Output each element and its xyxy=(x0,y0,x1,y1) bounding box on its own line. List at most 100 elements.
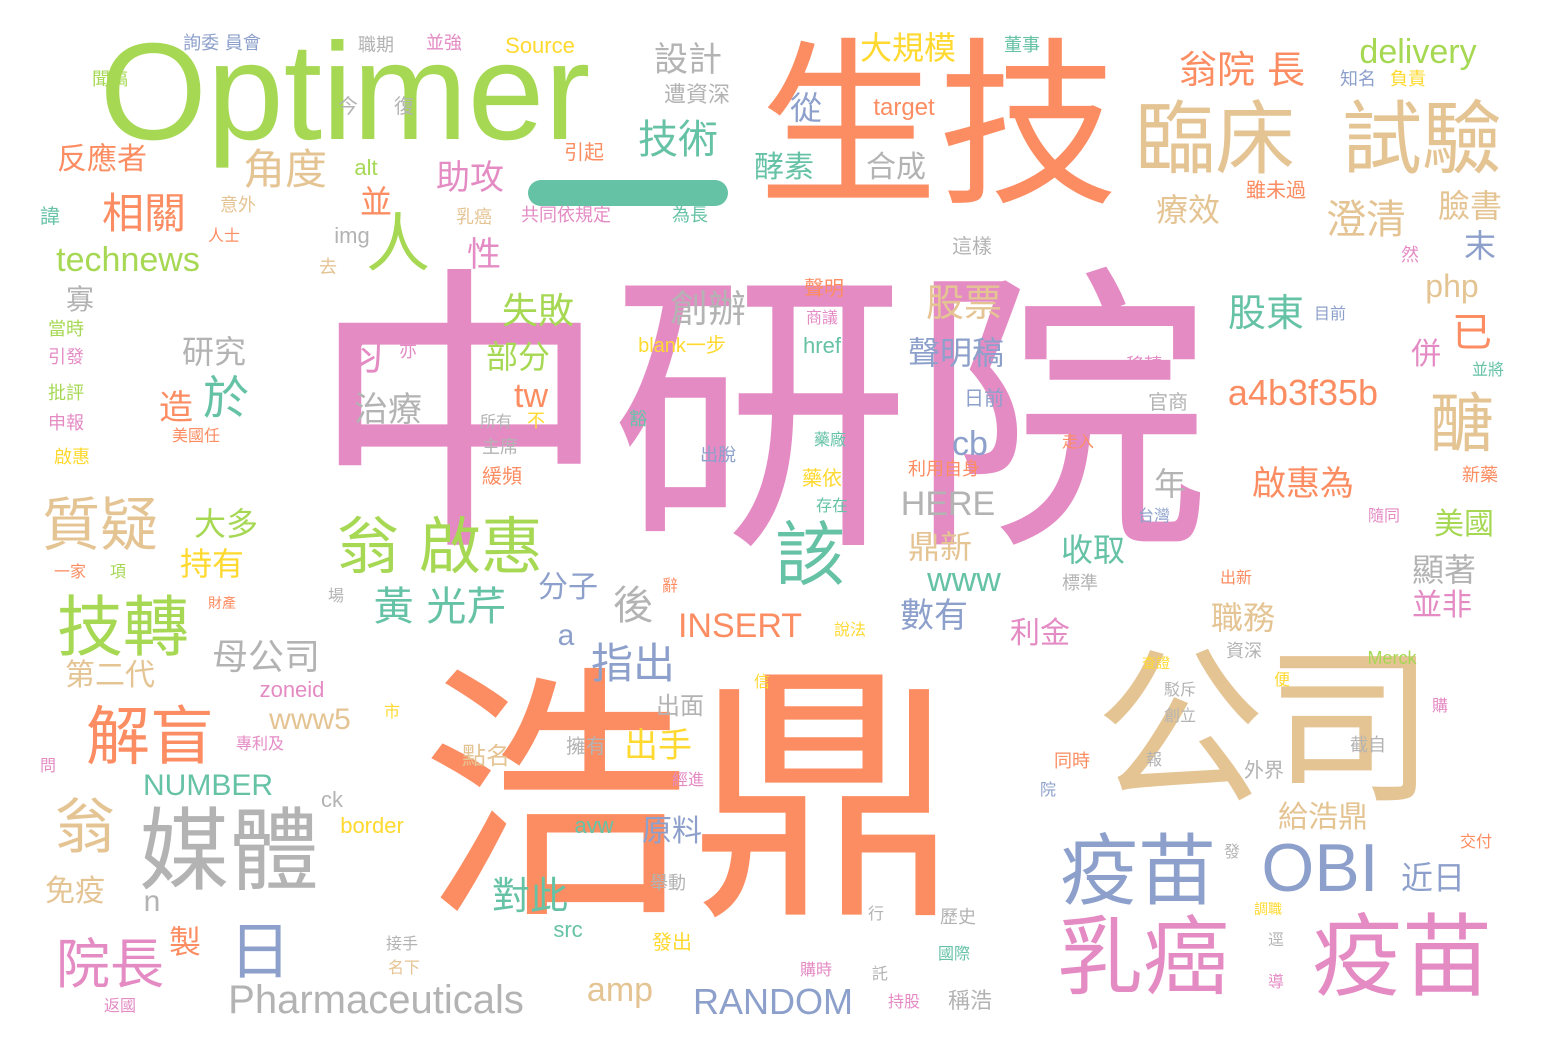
word-bufen: 部分 xyxy=(485,338,551,376)
word-jiezi: 截自 xyxy=(1350,735,1386,756)
word-yanjiu: 研究 xyxy=(181,333,247,371)
word-yizhuan: 移轉 xyxy=(1126,355,1162,376)
word-yaochang: 藥廠 xyxy=(813,430,847,449)
word-tw: tw xyxy=(514,377,548,415)
word-weichang: 為長 xyxy=(672,205,708,226)
word-yuan-small: 院 xyxy=(1039,780,1057,799)
word-caichan: 財產 xyxy=(208,596,236,612)
word-shuyou: 數有 xyxy=(900,596,968,636)
word-suiweiguo: 雖未過 xyxy=(1246,178,1306,202)
word-yijia: 一家 xyxy=(53,562,87,581)
word-jin: 今 xyxy=(338,94,358,118)
word-gupiao: 股票 xyxy=(925,281,1003,325)
word-tiaozhi: 調職 xyxy=(1254,902,1282,918)
word-yi: 已 xyxy=(1452,310,1492,356)
word-dingxin: 鼎新 xyxy=(907,528,973,566)
word-yiwai: 意外 xyxy=(220,195,256,216)
word-xing-small: 行 xyxy=(867,904,885,923)
word-gudong: 股東 xyxy=(1227,291,1305,335)
word-yi-small: 亦 xyxy=(399,341,417,362)
word-blank-yibu: blank一步 xyxy=(638,335,726,357)
word-zhugong: 助攻 xyxy=(436,158,504,198)
word-zishen: 資深 xyxy=(1226,641,1262,662)
word-huanpin: 緩頻 xyxy=(482,464,522,488)
word-guanshang: 官商 xyxy=(1148,390,1188,414)
word-zoneid: zoneid xyxy=(259,677,325,702)
word-riqian: 日前 xyxy=(964,386,1004,410)
word-jing: 逕 xyxy=(1267,930,1285,949)
word-qihui-small: 啟惠 xyxy=(54,447,90,468)
word-zaozishen: 遭資深 xyxy=(663,83,731,108)
word-qihuiwei: 啟惠為 xyxy=(1252,464,1354,504)
word-zao: 造 xyxy=(159,388,193,428)
word-jiaosu: 酵素 xyxy=(754,150,814,185)
word-ci: 辭 xyxy=(661,576,679,595)
dash-bar xyxy=(528,180,728,206)
word-shouqu: 收取 xyxy=(1060,531,1126,569)
word-fuze: 負責 xyxy=(1390,69,1426,90)
word-renshi: 人士 xyxy=(207,226,241,245)
word-muqian: 目前 xyxy=(1313,304,1347,323)
word-delivery: delivery xyxy=(1359,33,1477,71)
word-optimer: Optimer xyxy=(99,15,591,169)
word-yongyou: 擁有 xyxy=(566,734,606,758)
word-dao: 導 xyxy=(1267,972,1285,991)
word-suitong: 隨同 xyxy=(1367,506,1401,525)
word-zhiming: 知名 xyxy=(1340,69,1376,90)
word-zhiyi: 質疑 xyxy=(41,491,159,559)
word-cong: 從 xyxy=(789,89,823,127)
word-amp: amp xyxy=(586,971,654,1009)
word-chuangban: 創辦 xyxy=(669,287,747,331)
word-zhuxi: 主席 xyxy=(482,437,518,458)
word-hui: 諱 xyxy=(40,204,60,228)
word-chumian: 出面 xyxy=(656,692,704,720)
word-zhichu: 指出 xyxy=(590,639,676,688)
word-shibai: 失敗 xyxy=(501,291,575,332)
word-jiemang: 解盲 xyxy=(86,701,214,775)
word-yinqi: 引起 xyxy=(564,140,604,164)
word-alt: alt xyxy=(354,155,378,180)
word-shuofa: 說法 xyxy=(833,620,867,639)
word-weng-qihui: 翁 啟惠 xyxy=(337,510,543,583)
word-tuo: 託 xyxy=(871,964,889,983)
word-zhiqi: 職期 xyxy=(358,35,394,56)
word-avw: avw xyxy=(574,813,614,838)
word-meiti: 媒體 xyxy=(139,799,319,904)
word-technews: technews xyxy=(56,241,200,279)
word-xin: 信 xyxy=(753,672,771,691)
word-jizhuan: 技轉 xyxy=(57,589,189,666)
word-dangshi: 當時 xyxy=(48,319,84,340)
word-fa: 發 xyxy=(1223,842,1241,861)
word-zhiliao: 治療 xyxy=(354,390,422,430)
word-chang: 場 xyxy=(327,586,345,605)
word-number: NUMBER xyxy=(142,769,274,802)
word-chuangli: 創立 xyxy=(1163,706,1197,725)
word-n: n xyxy=(143,885,161,918)
word-lijin: 利金 xyxy=(1010,616,1070,651)
word-qu: 去 xyxy=(319,257,337,278)
word-wengao: 聞稿 xyxy=(92,69,128,90)
word-fenzi: 分子 xyxy=(538,570,598,605)
word-sheji: 設計 xyxy=(654,40,722,80)
word-a: a xyxy=(557,619,575,652)
word-weng: 翁 xyxy=(55,793,115,863)
word-huo: 豁 xyxy=(629,409,647,430)
word-fanyingzhe: 反應者 xyxy=(57,142,147,177)
word-xinyao: 新藥 xyxy=(1462,465,1498,486)
word-yaoyi: 藥依 xyxy=(802,466,842,490)
word-hecheng: 合成 xyxy=(866,150,926,185)
word-bochi: 駁斥 xyxy=(1163,680,1197,699)
word-shangyi: 商議 xyxy=(805,308,839,327)
word-zhiwu: 職務 xyxy=(1210,599,1276,637)
word-cb: cb xyxy=(952,425,988,463)
word-jishu: 技術 xyxy=(638,117,718,163)
word-zhongyanyuan: 中研院 xyxy=(310,243,1210,592)
word-dianming: 點名 xyxy=(462,742,510,770)
word-meiguoren: 美國任 xyxy=(171,426,221,445)
word-daguimo: 大規模 xyxy=(859,29,957,67)
word-obi: OBI xyxy=(1261,830,1379,906)
word-taiwan: 台灣 xyxy=(1137,506,1171,525)
word-jiaofu: 交付 xyxy=(1459,832,1493,851)
word-gua: 寡 xyxy=(65,283,95,316)
